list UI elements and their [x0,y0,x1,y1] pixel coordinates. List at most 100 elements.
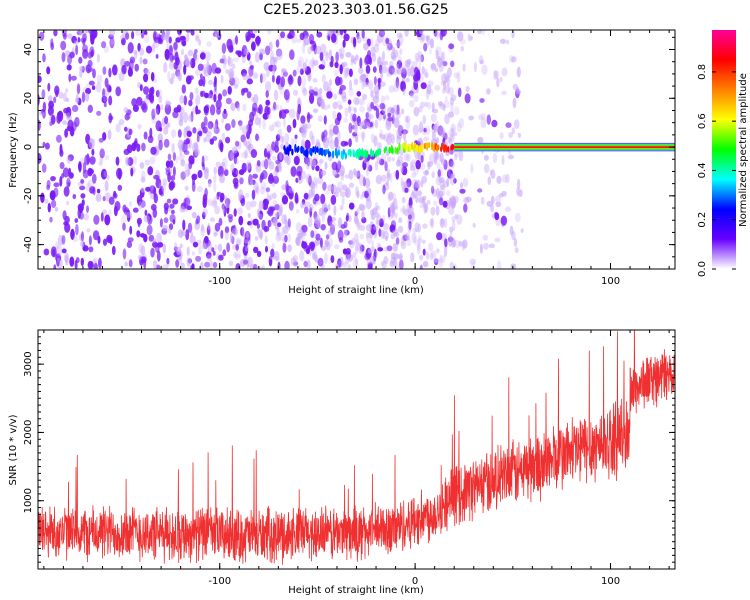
spectrogram-cell [67,54,73,65]
spectrogram-cell [272,199,278,206]
spectrogram-cell [124,126,128,132]
spectrogram-cell [384,95,390,101]
spectrogram-cell [420,180,424,188]
colorbar-label: Normalized spectral amplitude [738,73,749,227]
spectrogram-cell [416,179,421,189]
spectrogram-cell [404,59,411,68]
spectrogram-cell [68,73,72,83]
spectrogram-cell [197,63,204,71]
spectrogram-cell [214,30,221,39]
spectrogram-cell [412,228,418,233]
spectrogram-cell [46,66,51,75]
spectrogram-cell [441,254,446,263]
spectrogram-cell [305,245,311,255]
spectrogram-cell [294,134,298,139]
spectrogram-cell [222,249,227,257]
spectrogram-cell [479,59,484,65]
spectrogram-cell [267,30,272,35]
spectrogram-cell [64,222,71,233]
spectrogram-cell [339,205,344,211]
spectrogram-cell [100,212,104,222]
spectrogram-cell [184,185,189,191]
spectrogram-cell [169,203,175,209]
spectrogram-cell [483,242,489,250]
spectrogram-cell [296,38,302,43]
spectrogram-cell [354,246,359,255]
spectrogram-cell [266,210,273,215]
spectrogram-cell [348,202,355,210]
spectrogram-cell [395,159,401,167]
spectrogram-cell [404,232,410,241]
spectrogram-cell [221,117,225,124]
spectrogram-cell [356,207,360,216]
spectrogram-cell [422,115,427,125]
spectrogram-cell [56,257,60,263]
spectrogram-cell [243,139,248,147]
spectrogram-cell [422,248,426,256]
spectrogram-cell [333,244,340,250]
spectrogram-cell [321,98,325,110]
spectrogram-cell [406,238,412,247]
spectrogram-cell [517,132,522,138]
spectrogram-cell [309,93,315,104]
spectrogram-cell [429,38,434,49]
spectrogram-cell [287,34,294,39]
spectrogram-cell [218,217,223,226]
spectrogram-signal-cell [331,150,335,159]
spectrogram-cell [419,254,424,261]
spectrogram-cell [221,43,227,54]
spectrogram-cell [58,91,64,99]
spectrogram-cell [315,165,320,172]
y-tick-label: 3000 [23,351,34,376]
spectrogram-cell [387,42,393,51]
spectrogram-cell [109,37,115,49]
spectrogram-cell [168,181,175,191]
spectrogram-cell [249,60,252,66]
spectrogram-cell [275,77,281,85]
spectrogram-cell [353,57,357,65]
spectrogram-cell [208,180,212,188]
spectrogram-cell [86,205,89,213]
spectrogram-cell [419,204,426,209]
spectrogram-cell [261,264,265,269]
spectrogram-cell [371,240,375,252]
spectrogram-cell [236,253,241,259]
spectrogram-cell [472,222,476,228]
spectrogram-cell [233,208,237,217]
spectrogram-signal-cell [420,144,424,152]
spectrogram-cell [284,234,288,243]
spectrogram-cell [152,208,158,218]
spectrogram-cell [366,169,369,177]
spectrogram-cell [402,205,406,215]
spectrogram-cell [289,108,296,119]
spectrogram-cell [323,81,330,92]
spectrogram-cell [71,35,77,44]
spectrogram-cell [352,252,357,258]
spectrogram-cell [399,148,404,156]
spectrogram-cell [180,230,187,236]
spectrogram-cell [247,162,252,173]
spectrogram-cell [450,200,456,209]
spectrogram-cell [178,255,183,265]
spectrogram-cell [72,235,79,243]
spectrogram-cell [306,112,311,123]
spectrogram-cell [325,190,330,195]
spectrogram-cell [171,72,176,80]
spectrogram-cell [208,79,213,85]
spectrogram-cell [104,154,110,161]
spectrogram-cell [162,264,169,269]
spectrogram-cell [370,46,376,57]
spectrogram-cell [438,61,444,73]
spectrogram-cell [280,76,286,88]
spectrogram-cell [417,223,421,233]
spectrogram-cell [265,90,269,98]
spectrogram-cell [151,108,156,120]
spectrogram-cell [366,232,373,245]
spectrogram-cell [375,108,380,119]
spectrogram-cell [157,133,163,143]
spectrogram-cell [267,174,275,184]
spectrogram-cell [329,224,335,235]
spectrogram-cell [464,93,471,104]
spectrogram-cell [79,30,84,36]
spectrogram-cell [460,45,464,52]
